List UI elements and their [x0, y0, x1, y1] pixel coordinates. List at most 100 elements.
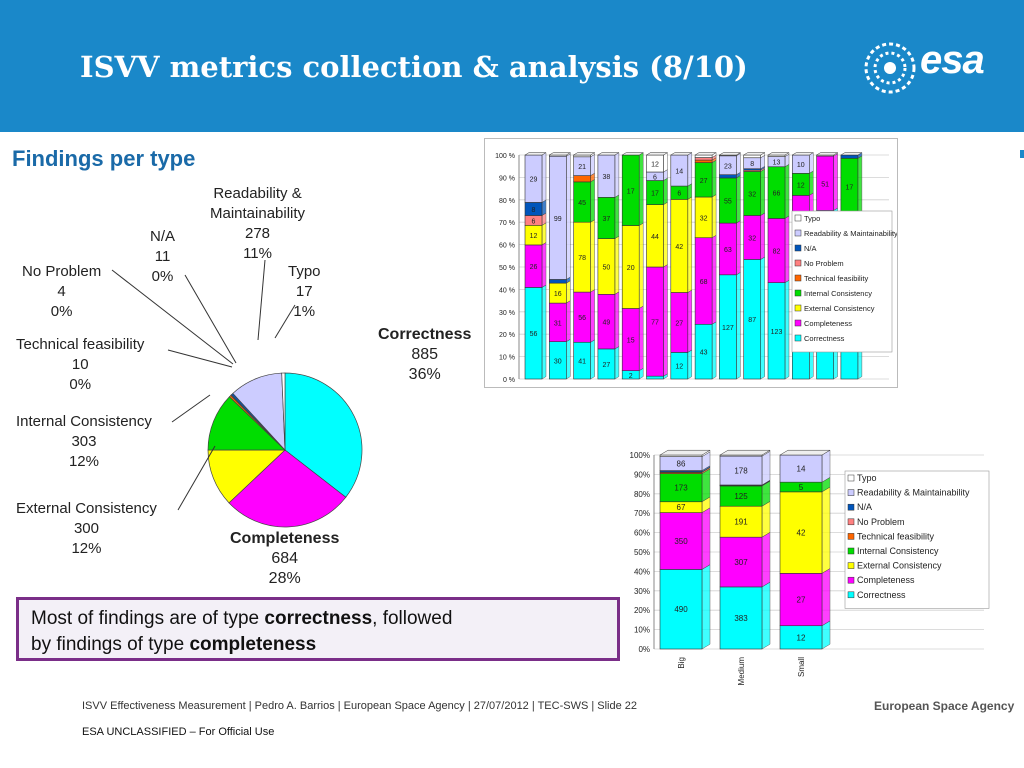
- bar-side-internal-consistency: [809, 170, 814, 196]
- bar-side-readability-maintainability: [614, 152, 620, 198]
- y-tick-label: 40 %: [499, 287, 515, 294]
- bar-value-label: 99: [554, 216, 562, 223]
- x-category-label: Small: [797, 657, 806, 677]
- bar-value-label: 17: [846, 184, 854, 191]
- chart-legend: Typo Readability & Maintainability N/A No P…: [844, 470, 990, 609]
- bar-value-label: 12: [651, 162, 659, 169]
- leader-readability: [257, 259, 266, 341]
- typo-count: 17: [295, 283, 313, 300]
- bar-side-completeness: [614, 291, 620, 350]
- bar-side-completeness: [760, 212, 765, 260]
- bar-side-internal-consistency: [590, 179, 595, 223]
- bar-side-correctness: [614, 346, 620, 380]
- legend-swatch-correctness: [847, 591, 855, 599]
- bar-side-external-consistency: [761, 500, 771, 538]
- technical-name: Technical feasibility: [16, 336, 145, 353]
- external-pct: 12%: [71, 540, 102, 557]
- bar-value-label: 307: [734, 558, 748, 567]
- pie-label-na: N/A 11 0%: [150, 227, 175, 287]
- y-tick-label: 80 %: [499, 198, 515, 205]
- y-tick-label: 10 %: [499, 355, 515, 362]
- legend-swatch-readability-maintainability: [794, 229, 802, 237]
- legend-label-correctness: Correctness: [857, 590, 906, 600]
- bar-side-external-consistency: [614, 235, 620, 295]
- y-tick-label: 60%: [634, 529, 650, 538]
- bar-value-label: 191: [734, 518, 748, 527]
- bar-value-label: 27: [603, 362, 611, 369]
- bar-top-face: [694, 152, 718, 156]
- y-tick-label: 0 %: [503, 377, 515, 384]
- bar-top-face: [524, 152, 547, 156]
- bar-value-label: 30: [554, 358, 562, 365]
- bar-segment-typo: [694, 154, 713, 158]
- bar-side-external-consistency: [541, 222, 547, 246]
- legend-label-typo: Typo: [804, 214, 820, 223]
- bar-side-internal-consistency: [711, 159, 717, 198]
- legend-swatch-typo: [847, 474, 855, 482]
- pie-slice-correctness: [284, 372, 363, 498]
- bar-segment-no-problem: [694, 157, 713, 161]
- internal-name: Internal Consistency: [16, 413, 152, 430]
- na-pct: 0%: [151, 268, 174, 285]
- bar-value-label: 17: [627, 188, 635, 195]
- bar-side-readability-maintainability: [566, 153, 571, 280]
- pie-leader-lines: [111, 259, 296, 511]
- y-tick-label: 30%: [634, 587, 650, 596]
- bar-value-label: 8: [532, 207, 536, 214]
- noproblem-name: No Problem: [22, 263, 102, 280]
- pie-slices: [207, 372, 363, 528]
- bar-value-label: 49: [603, 320, 611, 327]
- legend-swatch-correctness: [794, 334, 802, 342]
- y-tick-label: 50%: [634, 548, 650, 557]
- bar-value-label: 44: [651, 234, 659, 241]
- bar-segment-completeness: [659, 512, 703, 570]
- bar-side-external-consistency: [821, 486, 831, 574]
- bar-value-label: 42: [675, 244, 683, 251]
- bar-value-label: 12: [797, 182, 805, 189]
- bar-value-label: 2: [629, 373, 633, 380]
- stacked-bar-chart-projects: 0 % 10 % 20 % 30 % 40 % 50 % 60 % 70 % 80 % 90 % 1…: [484, 138, 898, 388]
- legend-label-technical-feasibility: Technical feasibility: [804, 274, 868, 283]
- bar-side-correctness: [687, 349, 693, 380]
- bar-segment-n-a: [549, 279, 567, 284]
- bar-value-label: 125: [734, 492, 748, 501]
- bar-value-label: 77: [651, 320, 659, 327]
- pie-slice-typo: [281, 372, 286, 451]
- bar-side-typo: [663, 152, 668, 173]
- esa-logo-icon: [864, 42, 916, 94]
- bar-value-label: 15: [627, 338, 635, 345]
- bar-side-correctness: [541, 284, 547, 380]
- bar-side-internal-consistency: [736, 175, 741, 224]
- y-tick-label: 20 %: [499, 332, 515, 339]
- legend-label-n-a: N/A: [804, 244, 817, 253]
- bar-side-readability-maintainability: [687, 152, 693, 187]
- legend-swatch-completeness: [794, 319, 802, 327]
- bar-value-label: 68: [700, 279, 708, 286]
- correctness-count: 885: [411, 346, 439, 363]
- legend-swatch-internal-consistency: [794, 289, 802, 297]
- bar-side-readability-maintainability: [821, 449, 831, 483]
- bar-value-label: 6: [677, 191, 681, 198]
- internal-count: 303: [71, 433, 97, 450]
- legend-label-n-a: N/A: [857, 502, 872, 512]
- bar-value-label: 42: [797, 529, 806, 538]
- esa-logo-text: esa: [920, 38, 985, 82]
- legend-label-internal-consistency: Internal Consistency: [804, 289, 872, 298]
- page-title: ISVV metrics collection & analysis (8/10…: [80, 50, 748, 84]
- bar-side-completeness: [833, 153, 838, 211]
- conclusion-callout: Most of findings are of type correctness…: [16, 597, 620, 661]
- legend-swatch-n-a: [847, 503, 855, 511]
- y-tick-label: 100 %: [495, 153, 515, 160]
- bar-side-external-consistency: [638, 222, 644, 309]
- bar-value-label: 12: [675, 364, 683, 371]
- bar-segment-readability-maintainability: [719, 455, 763, 486]
- bar-side-completeness: [566, 300, 571, 343]
- bar-top-face: [596, 152, 620, 156]
- bar-side-readability-maintainability: [590, 153, 595, 177]
- bar-segment-typo: [573, 154, 591, 158]
- internal-pct: 12%: [68, 453, 99, 470]
- bar-value-label: 13: [773, 160, 781, 167]
- bar-segment-n-a: [719, 174, 737, 179]
- bar-side-completeness: [687, 289, 693, 353]
- bar-value-label: 38: [603, 174, 611, 181]
